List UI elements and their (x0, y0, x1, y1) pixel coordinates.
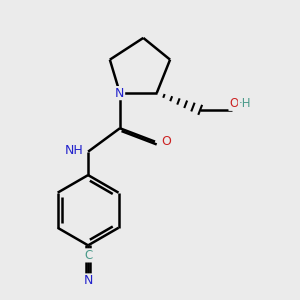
Text: NH: NH (64, 143, 83, 157)
Text: ·H: ·H (238, 97, 251, 110)
Text: N: N (83, 274, 93, 287)
Text: O: O (161, 135, 171, 148)
Text: O: O (229, 97, 238, 110)
Text: N: N (115, 87, 124, 100)
Text: C: C (84, 249, 92, 262)
